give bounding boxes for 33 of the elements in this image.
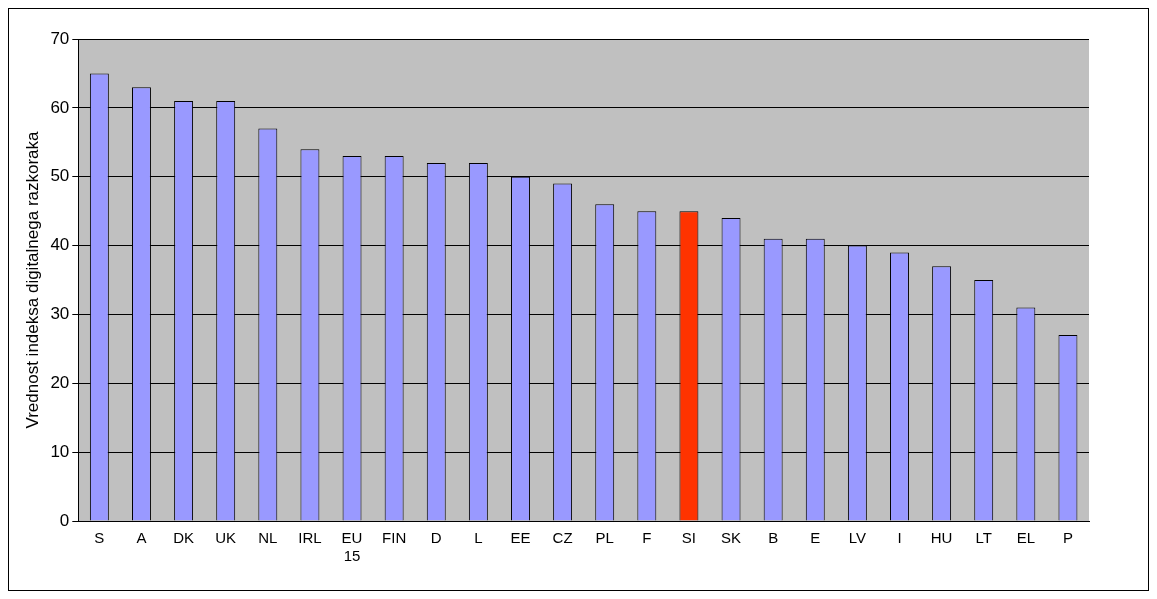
x-tick-label: LV xyxy=(848,529,866,547)
x-tick-label: F xyxy=(642,529,652,547)
x-tick-label: E xyxy=(810,529,821,547)
y-tick-label: 20 xyxy=(50,372,70,392)
y-tick-label: 70 xyxy=(50,28,70,48)
y-tick-label: 50 xyxy=(50,166,70,186)
x-tick-label: HU xyxy=(930,529,953,547)
x-tick-label: A xyxy=(136,529,147,547)
x-tick-label: LT xyxy=(975,529,992,547)
x-tick-label: EE xyxy=(510,529,531,547)
x-tick-label: SK xyxy=(721,529,742,547)
x-tick-label: DK xyxy=(173,529,195,547)
x-tick-label: P xyxy=(1062,529,1073,547)
x-tick-label: L xyxy=(474,529,483,547)
x-tick-label: EL xyxy=(1016,529,1036,547)
y-tick-label: 0 xyxy=(59,510,70,530)
x-tick-label: NL xyxy=(258,529,278,547)
x-tick-label: I xyxy=(897,529,902,547)
x-tick-label: UK xyxy=(215,529,237,547)
x-tick-label: SI xyxy=(681,529,697,547)
x-tick-label: FIN xyxy=(382,529,407,547)
y-tick-label: 30 xyxy=(50,304,70,324)
x-tick-label: B xyxy=(768,529,779,547)
x-tick-label: PL xyxy=(595,529,614,547)
y-axis-title: Vrednost indeksa digitalnega razkoraka xyxy=(22,130,42,429)
y-tick-label: 40 xyxy=(50,235,70,255)
x-tick-label: EU 15 xyxy=(341,529,363,565)
x-tick-label: IRL xyxy=(298,529,322,547)
y-tick-label: 10 xyxy=(50,441,70,461)
x-tick-label: CZ xyxy=(552,529,573,547)
x-tick-label: D xyxy=(430,529,442,547)
y-tick-label: 60 xyxy=(50,97,70,117)
x-tick-label: S xyxy=(94,529,105,547)
